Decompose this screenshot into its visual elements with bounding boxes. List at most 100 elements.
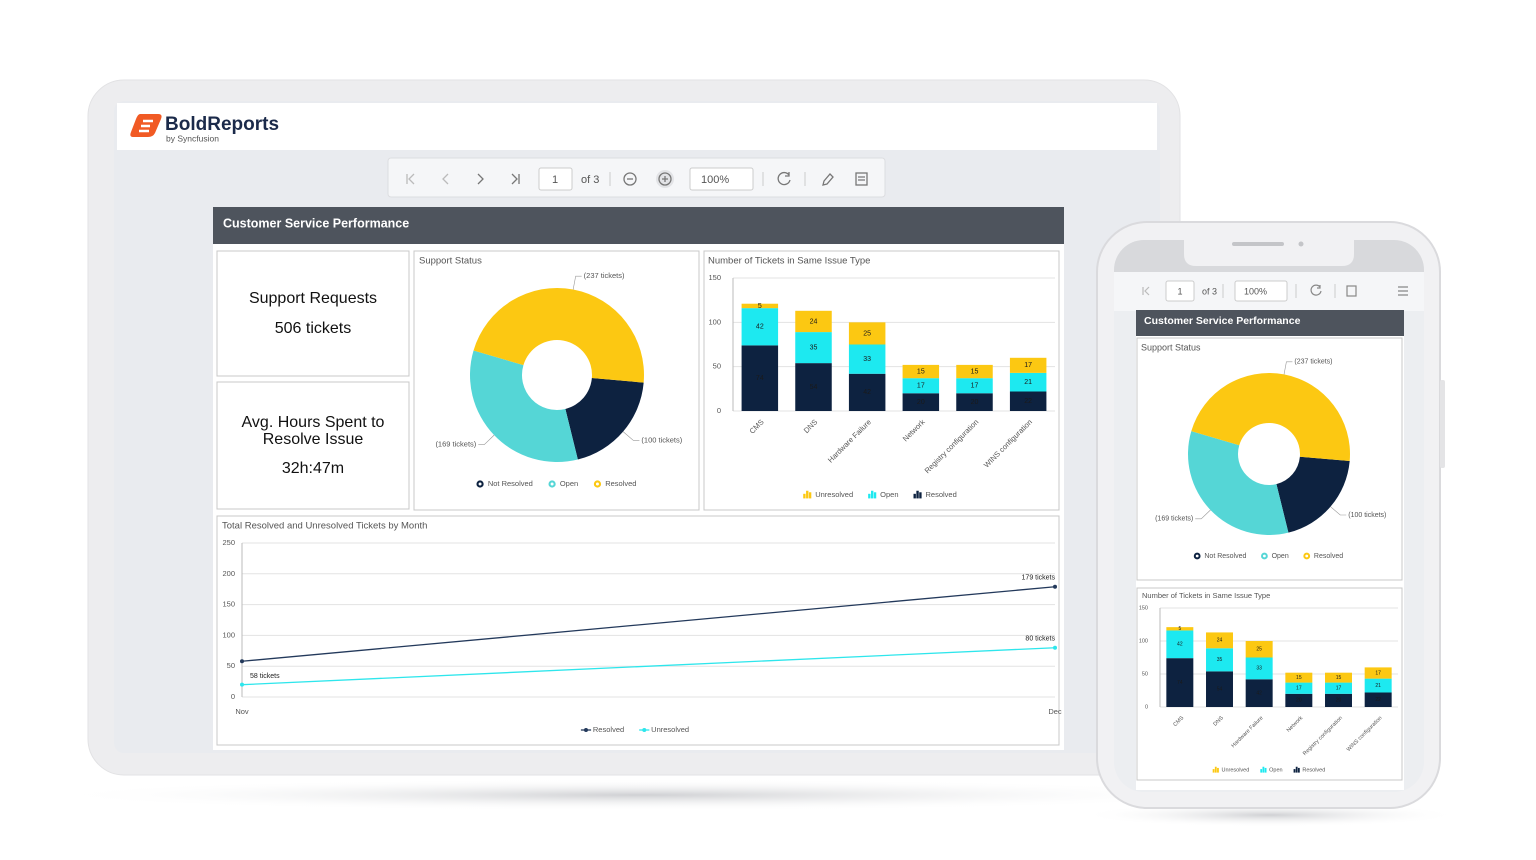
data-label: 54	[810, 384, 818, 391]
legend-label: Resolved	[926, 490, 957, 499]
bar-segment	[1166, 630, 1194, 659]
data-label: (100 tickets)	[1348, 512, 1386, 519]
legend-label: Open	[1269, 767, 1282, 773]
legend-marker	[806, 490, 809, 499]
legend: Not Resolved Open Resolved	[476, 479, 636, 488]
bar-segment	[1325, 672, 1352, 683]
page-number: 1	[552, 174, 558, 186]
legend-marker	[803, 493, 806, 499]
line-point	[1053, 645, 1057, 650]
legend-marker	[1303, 552, 1311, 560]
line-point	[240, 682, 244, 687]
bar-segment	[956, 393, 993, 411]
kpi-card: Support Requests 506 tickets	[217, 251, 409, 376]
y-tick-label: 100	[222, 630, 235, 639]
legend-label: Open	[880, 490, 898, 499]
y-tick-label: 0	[1145, 704, 1148, 710]
data-label: 20	[1336, 698, 1342, 704]
bar-segment	[1285, 682, 1313, 694]
zoom-select[interactable]	[1234, 280, 1288, 302]
data-label: 5	[1178, 626, 1181, 632]
bar-segment	[795, 310, 832, 333]
bar-segment	[1364, 667, 1392, 679]
legend-label: Open	[560, 479, 578, 488]
bar-segment	[1009, 372, 1047, 392]
data-label: 24	[810, 318, 818, 325]
bar-segment	[1364, 678, 1392, 693]
bar-segment	[1009, 391, 1047, 411]
data-label: 58 tickets	[250, 673, 280, 680]
page-input[interactable]	[1165, 280, 1195, 302]
chart-title: Total Resolved and Unresolved Tickets by…	[222, 521, 427, 532]
legend-marker	[871, 490, 874, 499]
pie-slice	[473, 287, 645, 383]
bar-segment	[1325, 682, 1352, 694]
bar-segment	[1166, 658, 1194, 707]
legend-label: Open	[1272, 553, 1289, 560]
data-label: 21	[1375, 683, 1381, 689]
data-label: 25	[1256, 647, 1262, 653]
legend-label: Resolved	[1302, 767, 1325, 773]
legend-marker	[583, 728, 588, 732]
legend-marker	[1262, 766, 1265, 773]
data-label: 74	[756, 375, 764, 382]
pie-slice	[565, 378, 644, 460]
line-point	[1053, 584, 1057, 589]
data-label: 15	[1296, 675, 1302, 681]
legend-label: Not Resolved	[488, 479, 533, 488]
chart-title: Number of Tickets in Same Issue Type	[708, 256, 870, 267]
data-label: (169 tickets)	[1155, 516, 1193, 523]
bar-segment	[848, 322, 886, 345]
data-label: 17	[1336, 686, 1342, 692]
legend-marker	[548, 480, 556, 488]
data-label: 20	[971, 399, 979, 406]
brand-tagline: by Syncfusion	[166, 133, 219, 143]
data-label: 74	[1177, 680, 1183, 686]
phone-button	[1440, 380, 1445, 468]
bar-segment	[1245, 679, 1273, 707]
bar-segment	[1206, 648, 1233, 672]
report-title: Customer Service Performance	[223, 216, 409, 230]
zoom-select[interactable]	[689, 167, 754, 191]
line-point	[240, 659, 244, 664]
y-tick-label: 0	[717, 406, 721, 415]
bar-segment	[848, 344, 886, 374]
y-tick-label: 150	[222, 600, 235, 609]
data-label: 17	[917, 383, 925, 390]
leader-line	[1195, 509, 1211, 520]
legend-marker	[1295, 766, 1298, 773]
legend-label: Not Resolved	[1204, 553, 1246, 560]
legend-marker	[919, 492, 922, 499]
data-label: 25	[863, 330, 871, 337]
line-series	[241, 647, 1056, 686]
bar-segment	[795, 332, 832, 364]
legend-marker	[873, 492, 877, 499]
y-tick-label: 150	[1139, 605, 1148, 611]
page-input[interactable]	[538, 167, 573, 191]
kpi-value: 32h:47m	[281, 459, 345, 477]
data-label: 15	[971, 368, 979, 375]
y-tick-label: 50	[713, 362, 721, 371]
legend-label: Unresolved	[1221, 767, 1249, 773]
logo-mark	[139, 119, 153, 133]
bar-segment	[1009, 357, 1047, 373]
data-label: (237 tickets)	[1294, 359, 1332, 366]
y-tick-label: 50	[227, 661, 235, 670]
legend: Resolved Unresolved	[580, 725, 689, 734]
leader-line	[622, 431, 640, 441]
bar-segment	[848, 373, 886, 411]
report-title: Customer Service Performance	[1144, 315, 1301, 327]
legend-marker	[1261, 552, 1268, 560]
legend-marker	[916, 490, 919, 499]
data-label: 22	[1375, 697, 1381, 703]
bar-segment	[741, 303, 779, 309]
pie-slice	[1276, 456, 1350, 533]
legend-marker	[1217, 767, 1219, 773]
bar-segment	[956, 378, 993, 394]
data-label: 22	[1024, 398, 1032, 405]
chart-title: Support Status	[419, 256, 482, 267]
zoom-value: 100%	[701, 174, 729, 186]
legend-marker	[868, 493, 871, 499]
